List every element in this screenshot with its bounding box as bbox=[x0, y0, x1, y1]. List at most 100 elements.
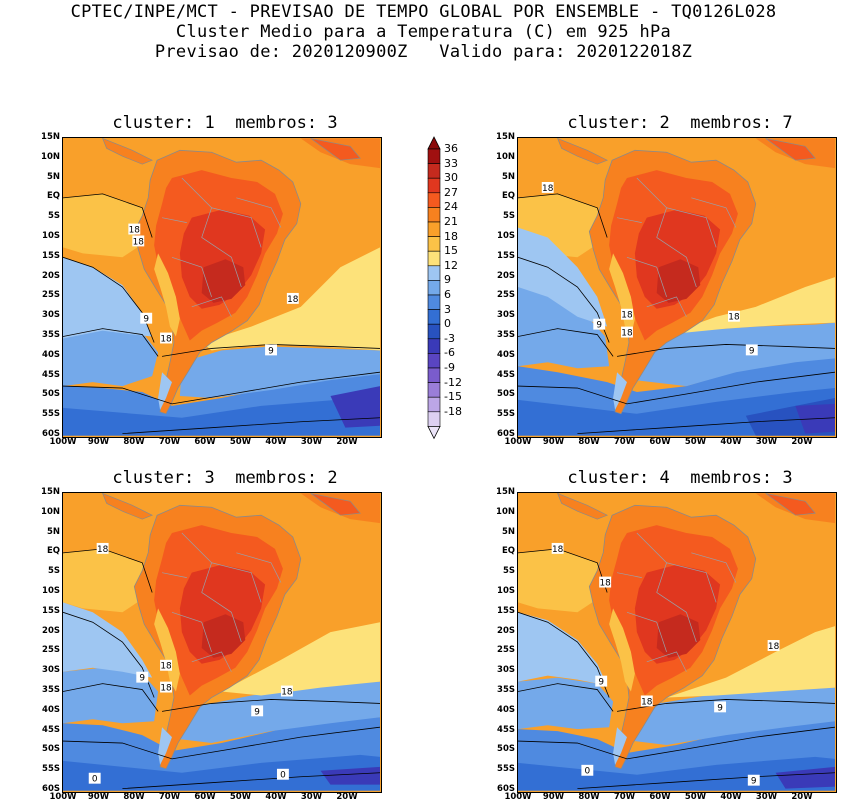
temperature-band bbox=[666, 277, 835, 335]
lat-tick-label: 40S bbox=[497, 704, 515, 715]
lat-tick-label: 45S bbox=[42, 724, 60, 735]
colorbar-label: 6 bbox=[444, 288, 451, 301]
temperature-band bbox=[63, 326, 159, 387]
lon-tick-label: 30W bbox=[755, 792, 778, 802]
contour-label-bg bbox=[276, 768, 289, 780]
map-svg-4: 18 18 18 9 18 9 0 9 bbox=[518, 493, 835, 791]
country-border bbox=[626, 256, 667, 298]
pacific-band bbox=[518, 548, 608, 613]
central-america bbox=[557, 493, 609, 520]
country-border bbox=[656, 592, 697, 643]
lon-tick-label: 40W bbox=[720, 792, 742, 802]
contour-line bbox=[63, 726, 380, 760]
colorbar-segment bbox=[427, 163, 441, 179]
country-border bbox=[161, 572, 187, 578]
contour-label: 18 bbox=[160, 662, 172, 672]
country-border bbox=[666, 562, 717, 603]
contour-label: 18 bbox=[621, 311, 633, 321]
country-border bbox=[236, 197, 282, 228]
map-panel-2: 18 18 18 18 9 9 bbox=[517, 137, 837, 438]
contour-label-bg bbox=[128, 223, 141, 235]
colorbar-svg bbox=[427, 136, 441, 440]
temperature-band bbox=[179, 681, 380, 744]
lat-tick-label: 10S bbox=[497, 231, 515, 241]
contour-label-bg bbox=[714, 701, 727, 713]
colorbar-segment bbox=[427, 177, 441, 194]
lat-tick-label: 60S bbox=[42, 784, 60, 794]
lon-tick-label: 70W bbox=[158, 792, 181, 802]
andes-cool-strip bbox=[154, 253, 180, 337]
colorbar-label: -15 bbox=[444, 390, 462, 404]
colorbar-label: 18 bbox=[444, 229, 458, 243]
lon-tick-label: 70W bbox=[158, 437, 181, 447]
contour-label-bg bbox=[745, 344, 758, 356]
country-border bbox=[656, 237, 697, 288]
lon-tick-label: 40W bbox=[265, 437, 287, 447]
lat-tick-label: 55S bbox=[42, 409, 60, 420]
contour-label: 9 bbox=[596, 321, 602, 331]
lon-tick-label: 40W bbox=[720, 437, 742, 447]
contour-label: 9 bbox=[598, 678, 604, 688]
lon-tick-label: 100W bbox=[504, 792, 532, 802]
lat-tick-label: 60S bbox=[497, 784, 515, 794]
panel-1-title: cluster: 1 membros: 3 bbox=[112, 113, 338, 133]
colorbar-label: -3 bbox=[444, 331, 455, 345]
contour-line bbox=[577, 772, 835, 790]
contour-line bbox=[63, 683, 159, 712]
contour-label: 9 bbox=[751, 777, 757, 787]
lat-tick-label: 10S bbox=[497, 586, 515, 596]
temperature-band bbox=[634, 322, 835, 387]
contour-label-bg bbox=[747, 774, 760, 786]
lon-tick-label: 90W bbox=[542, 792, 565, 802]
lat-tick-label: 40S bbox=[42, 349, 60, 360]
panel-3-title: cluster: 3 membros: 2 bbox=[112, 468, 338, 488]
colorbar-segment bbox=[427, 323, 441, 340]
contour-label-bg bbox=[767, 640, 780, 651]
lat-tick-label: 15S bbox=[497, 250, 515, 261]
continent-hottest-zone bbox=[656, 614, 701, 658]
contour-line bbox=[63, 328, 159, 357]
country-border bbox=[646, 296, 687, 317]
colorbar-segment bbox=[427, 250, 441, 267]
country-border bbox=[211, 562, 262, 603]
lat-tick-label: 20S bbox=[42, 625, 60, 636]
lon-tick-label: 100W bbox=[49, 437, 77, 447]
continent-hottest-zone bbox=[201, 614, 246, 658]
contour-label-bg bbox=[160, 659, 172, 671]
lat-tick-label: 25S bbox=[42, 645, 60, 656]
contour-label-bg bbox=[140, 312, 153, 324]
contour-line bbox=[63, 548, 153, 593]
contour-line bbox=[518, 193, 608, 238]
lon-tick-label: 50W bbox=[684, 792, 707, 802]
colorbar-segment bbox=[427, 207, 441, 223]
colorbar-segment bbox=[427, 265, 441, 281]
lat-tick-label: 50S bbox=[497, 744, 515, 755]
colorbar-label: 12 bbox=[444, 258, 458, 272]
header-line-3: Previsao de: 2020120900Z Valido para: 20… bbox=[154, 42, 693, 62]
lon-tick-label: 20W bbox=[336, 792, 358, 802]
lat-tick-label: EQ bbox=[501, 546, 515, 557]
colorbar-segment bbox=[427, 192, 441, 208]
colorbar: 36 33 30 27 24 21 18 15 12 9 6 3 0 -3 -6 -9 -12 -15 -18 bbox=[425, 135, 485, 440]
lat-tick-label: 35S bbox=[42, 685, 60, 695]
contour-label: 18 bbox=[552, 545, 564, 555]
contour-label: 9 bbox=[139, 674, 145, 684]
pacific-band bbox=[63, 548, 153, 613]
lon-tick-label: 50W bbox=[229, 437, 252, 447]
lon-tick-label: 60W bbox=[194, 437, 216, 447]
lon-tick-label: 90W bbox=[87, 437, 110, 447]
temperature-band bbox=[320, 766, 380, 785]
contour-label-bg bbox=[581, 764, 594, 776]
contour-label: 18 bbox=[281, 688, 293, 698]
lat-tick-label: 5N bbox=[501, 526, 515, 537]
contour-label: 9 bbox=[749, 346, 755, 356]
lat-tick-label: EQ bbox=[46, 191, 60, 202]
lat-tick-label: 20S bbox=[497, 270, 515, 281]
africa-edge bbox=[310, 493, 361, 516]
temperature-band bbox=[518, 612, 608, 686]
panel-4-title: cluster: 4 membros: 3 bbox=[567, 468, 793, 488]
temperature-band bbox=[179, 346, 380, 398]
lat-tick-label: 10S bbox=[42, 231, 60, 241]
colorbar-label: 30 bbox=[444, 171, 458, 185]
